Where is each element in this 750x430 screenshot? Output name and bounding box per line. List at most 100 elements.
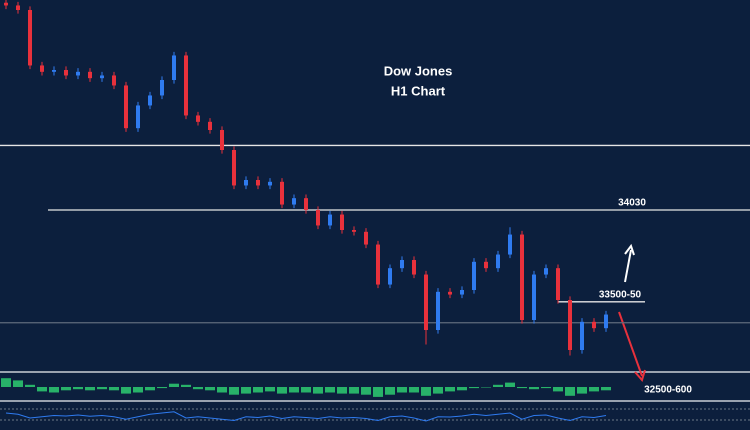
macd-bar	[157, 387, 167, 389]
candle-body	[364, 231, 368, 245]
candle-body	[64, 70, 68, 76]
candle-body	[520, 234, 524, 320]
macd-bar	[565, 387, 575, 396]
candle-body	[544, 268, 548, 275]
macd-bar	[469, 387, 479, 389]
macd-bar	[49, 387, 59, 393]
macd-bar	[325, 387, 335, 393]
macd-bar	[145, 387, 155, 391]
candle-body	[496, 254, 500, 269]
candle-body	[184, 55, 188, 116]
macd-bar	[265, 387, 275, 392]
macd-bar	[193, 387, 203, 390]
down-arrow-head	[634, 369, 646, 383]
up-arrow-head	[624, 243, 635, 256]
candle-body	[148, 95, 152, 106]
candle-body	[160, 80, 164, 96]
oscillator-line	[5, 411, 607, 422]
candle-body	[424, 274, 428, 330]
candle-body	[508, 234, 512, 255]
candle-body	[4, 2, 8, 6]
candle-body	[40, 65, 44, 72]
candle-body	[484, 261, 488, 269]
macd-bar	[337, 387, 347, 394]
macd-bar	[373, 387, 383, 397]
candle-body	[76, 71, 80, 76]
candle-body	[232, 150, 236, 186]
candle-body	[268, 181, 272, 186]
macd-bar	[529, 387, 539, 390]
chart-title: Dow Jones	[384, 63, 453, 78]
macd-bar	[361, 387, 371, 395]
macd-bar	[37, 387, 47, 392]
macd-bar	[277, 387, 287, 394]
macd-bar	[241, 387, 251, 394]
macd-bar	[421, 387, 431, 396]
candle-body	[400, 260, 404, 269]
macd-bar	[205, 387, 215, 391]
macd-bar	[433, 387, 443, 394]
candle-body	[256, 180, 260, 186]
candle-body	[304, 198, 308, 210]
macd-bar	[229, 387, 239, 395]
macd-bar	[589, 387, 599, 392]
candle-body	[592, 321, 596, 329]
candle-body	[280, 181, 284, 205]
candle-body	[244, 180, 248, 186]
candle-body	[340, 214, 344, 230]
macd-bar	[541, 387, 551, 389]
candle-body	[436, 291, 440, 330]
macd-bar	[169, 383, 179, 387]
up-arrow	[624, 249, 632, 283]
macd-bar	[517, 387, 527, 389]
candle-body	[472, 261, 476, 290]
candle-body	[220, 130, 224, 150]
macd-bar	[301, 387, 311, 393]
macd-bar	[313, 387, 323, 394]
macd-bar	[349, 387, 359, 394]
candle-body	[16, 5, 20, 10]
level-label: 33500-50	[599, 289, 642, 300]
macd-bar	[181, 384, 191, 387]
macd-bar	[85, 387, 95, 391]
macd-bar	[61, 387, 71, 391]
candle-body	[100, 75, 104, 79]
candle-body	[556, 268, 560, 300]
candle-body	[52, 70, 56, 72]
candle-body	[568, 300, 572, 350]
macd-bar	[25, 384, 35, 387]
macd-bar	[445, 387, 455, 392]
candle-body	[208, 121, 212, 130]
macd-bar	[253, 387, 263, 393]
candle-body	[352, 230, 356, 232]
candle-body	[388, 268, 392, 285]
macd-bar	[481, 387, 491, 388]
candle-body	[28, 10, 32, 66]
candle-body	[328, 214, 332, 226]
macd-bar	[13, 380, 23, 387]
macd-bar	[505, 382, 515, 387]
candle-body	[124, 85, 128, 129]
macd-bar	[385, 387, 395, 395]
macd-bar	[289, 387, 299, 393]
level-label: 34030	[618, 198, 646, 209]
candle-body	[604, 314, 608, 329]
candle-body	[580, 321, 584, 350]
macd-bar	[397, 387, 407, 393]
macd-bar	[409, 387, 419, 393]
macd-bar	[97, 387, 107, 390]
macd-bar	[553, 387, 563, 392]
macd-bar	[493, 384, 503, 387]
macd-bar	[121, 387, 131, 394]
macd-bar	[577, 387, 587, 394]
candle-body	[88, 71, 92, 79]
candle-body	[460, 290, 464, 295]
candle-body	[532, 274, 536, 320]
candle-body	[292, 198, 296, 205]
macd-bar	[133, 387, 143, 393]
candle-body	[136, 105, 140, 129]
candle-body	[448, 291, 452, 295]
chart-subtitle: H1 Chart	[391, 83, 446, 98]
